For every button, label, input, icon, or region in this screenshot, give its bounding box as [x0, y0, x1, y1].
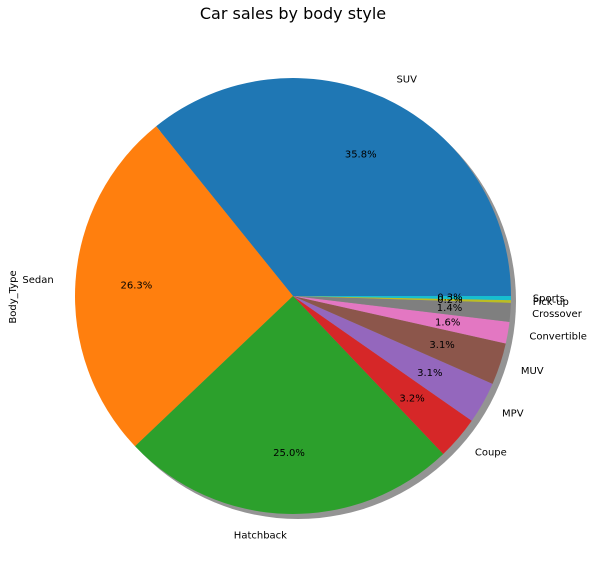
y-axis-label: Body_Type	[8, 270, 19, 323]
pie-slice-mpv	[293, 296, 493, 421]
slice-percent-label: 35.8%	[345, 149, 377, 160]
slice-percent-label: 3.1%	[429, 340, 454, 351]
pie-slice-coupe	[293, 296, 472, 454]
slice-label: MUV	[521, 366, 544, 377]
pie-slice-pick-up	[293, 296, 511, 303]
slice-label: Crossover	[532, 309, 583, 320]
slice-percent-label: 1.6%	[435, 318, 460, 329]
slice-label: Sports	[533, 293, 565, 304]
slice-percent-label: 0.3%	[437, 292, 462, 303]
pie-slice-suv	[156, 78, 512, 297]
pie-slice-sedan	[75, 126, 293, 447]
pie-labels: SUV 35.8% Sedan 26.3% Hatchback 25.0% Coupe 3.2…	[22, 75, 587, 542]
pie-slice-crossover	[293, 296, 511, 322]
chart-title: Car sales by body style	[200, 4, 386, 23]
slice-percent-label: 1.4%	[437, 303, 462, 314]
slice-label: SUV	[396, 75, 417, 86]
slice-label: Convertible	[529, 331, 587, 342]
pie-slice-muv	[293, 296, 506, 384]
slice-label: Coupe	[475, 447, 507, 458]
slice-percent-label: 25.0%	[273, 448, 305, 459]
slice-label: Sedan	[22, 275, 53, 286]
pie-slice-convertible	[293, 296, 510, 344]
slice-percent-label: 3.1%	[417, 368, 442, 379]
slice-label: Pick-up	[533, 297, 569, 308]
slice-percent-label: 26.3%	[120, 281, 152, 292]
slice-percent-label: 0.2%	[437, 295, 462, 306]
pie-slice-hatchback	[135, 296, 444, 514]
pie-slices	[75, 78, 512, 514]
slice-label: Hatchback	[234, 531, 287, 542]
pie-slice-sports	[293, 296, 511, 301]
slice-percent-label: 3.2%	[399, 393, 424, 404]
slice-label: MPV	[502, 408, 524, 419]
